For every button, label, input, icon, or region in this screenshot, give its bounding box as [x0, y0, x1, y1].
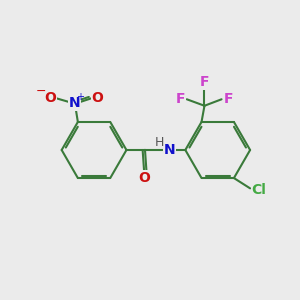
Text: F: F	[176, 92, 185, 106]
Text: Cl: Cl	[251, 183, 266, 197]
Text: N: N	[69, 96, 81, 110]
Text: H: H	[155, 136, 164, 149]
Text: −: −	[36, 85, 46, 98]
Text: F: F	[200, 76, 209, 89]
Text: O: O	[138, 171, 150, 185]
Text: O: O	[44, 91, 56, 105]
Text: +: +	[76, 92, 84, 102]
Text: O: O	[92, 91, 103, 105]
Text: F: F	[223, 92, 233, 106]
Text: N: N	[163, 143, 175, 157]
